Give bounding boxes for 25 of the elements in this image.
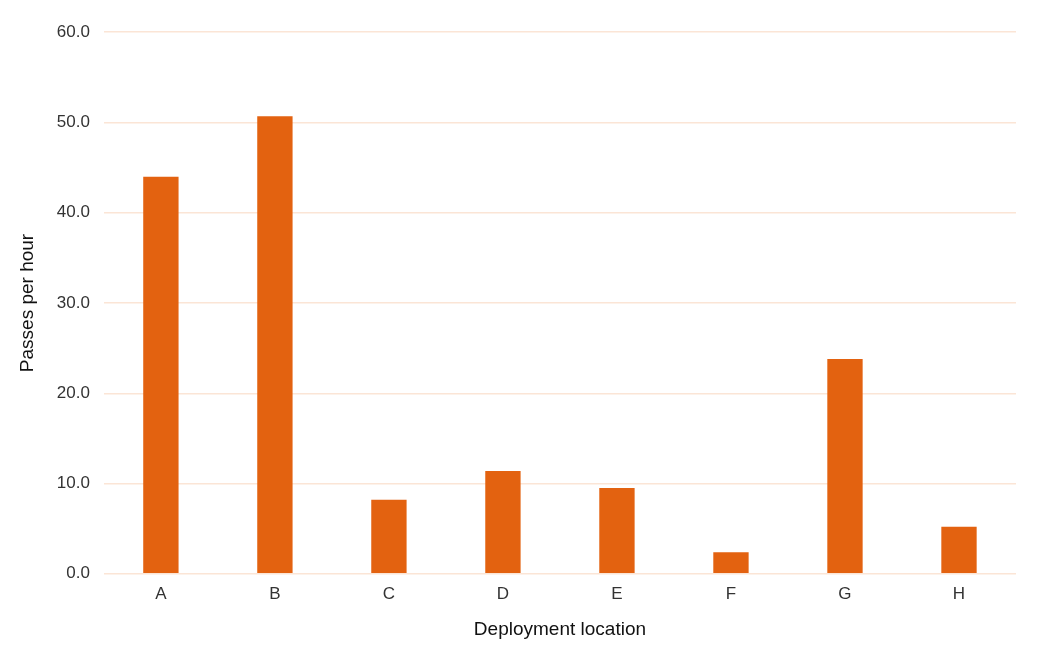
- bar: [941, 526, 977, 574]
- y-tick-label: 10.0: [56, 473, 90, 493]
- x-tick-label: F: [725, 583, 737, 603]
- x-tick-label: E: [611, 583, 623, 603]
- x-tick-label: D: [496, 583, 510, 603]
- y-tick-label: 60.0: [56, 21, 90, 41]
- bar: [143, 176, 179, 574]
- x-axis-title: Deployment location: [473, 617, 647, 639]
- x-tick-label: B: [269, 583, 281, 603]
- bar: [371, 499, 407, 574]
- bar: [713, 552, 749, 574]
- x-tick-label: A: [155, 583, 168, 603]
- x-tick-label: G: [838, 583, 852, 603]
- y-tick-label: 30.0: [56, 292, 90, 312]
- bar: [257, 116, 293, 574]
- y-tick-label: 50.0: [56, 112, 90, 132]
- bar: [827, 358, 863, 574]
- bar: [485, 470, 521, 574]
- y-axis-title: Passes per hour: [15, 233, 37, 373]
- bar: [599, 488, 635, 574]
- x-tick-label: H: [952, 583, 966, 603]
- y-tick-label: 40.0: [56, 202, 90, 222]
- x-tick-label: C: [382, 583, 396, 603]
- y-tick-label: 0.0: [66, 563, 90, 583]
- y-tick-label: 20.0: [56, 382, 90, 402]
